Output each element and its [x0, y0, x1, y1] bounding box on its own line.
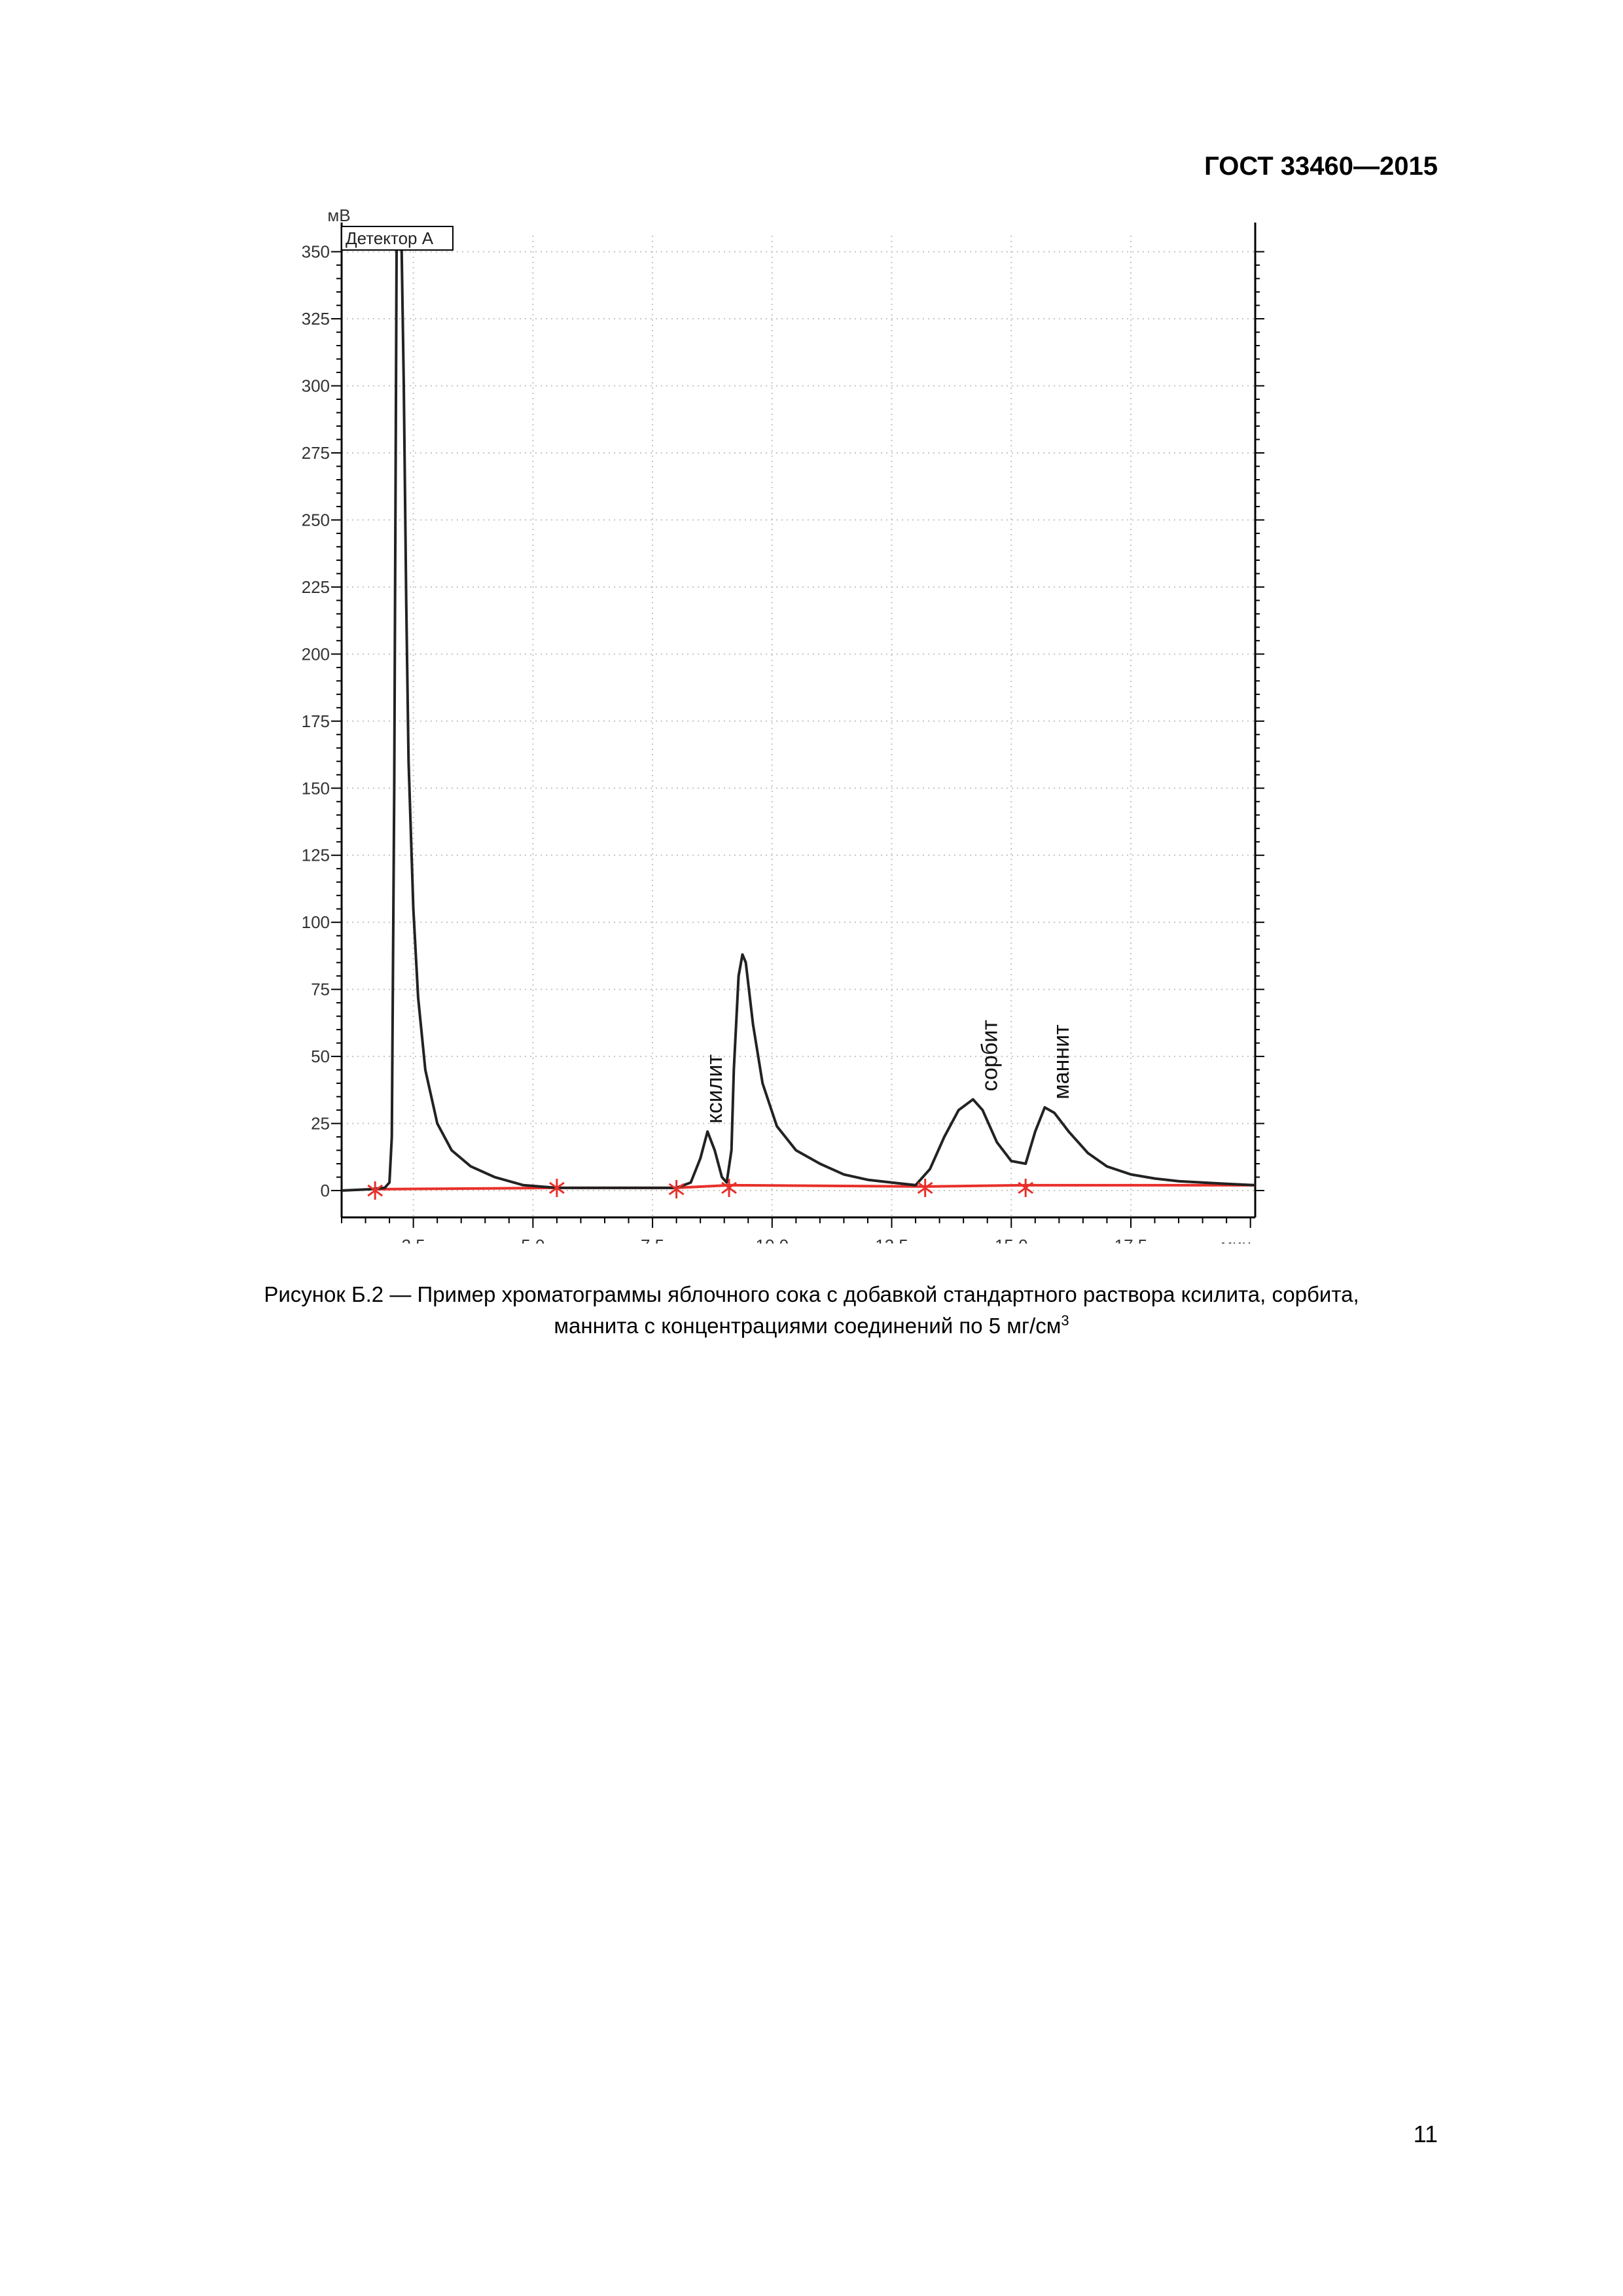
y-tick-label: 175: [302, 711, 330, 731]
caption-superscript: 3: [1061, 1312, 1069, 1329]
y-tick-label: 125: [302, 846, 330, 865]
mark-stroke: [668, 1183, 685, 1196]
y-tick-label: 275: [302, 443, 330, 463]
y-tick-label: 25: [311, 1114, 330, 1134]
minor-ticks: [331, 251, 1264, 1228]
legend: Детектор А: [341, 226, 454, 251]
peak-label: ксилит: [702, 1054, 727, 1124]
mark-stroke: [917, 1181, 933, 1194]
mark-stroke: [721, 1181, 737, 1194]
y-tick-label: 350: [302, 242, 330, 262]
document-header: ГОСТ 33460—2015: [1204, 152, 1438, 181]
y-tick-label: 75: [311, 980, 330, 999]
baseline-segment: [375, 1186, 557, 1191]
integration-mark: [668, 1179, 685, 1198]
x-tick-label: 12,5: [875, 1236, 908, 1244]
page-number: 11: [1413, 2121, 1438, 2147]
chromatogram-chart: 2,5 5,0 7,5 10,0 12,5 15,0 17,5 0 25 50 75 100 125 15…: [302, 206, 1264, 1255]
baseline-segment: [925, 1183, 1026, 1188]
integration-marks: [367, 1178, 1034, 1200]
baseline-segment: [676, 1183, 730, 1189]
x-tick-label: 2,5: [402, 1236, 425, 1244]
x-tick-label: 15,0: [995, 1236, 1028, 1244]
y-tick-label: 150: [302, 778, 330, 798]
baseline-segments: [375, 1183, 1255, 1191]
caption-line-2-text: маннита с концентрациями соединений по 5…: [554, 1314, 1061, 1338]
mark-stroke: [1018, 1181, 1034, 1194]
y-tick-label: 225: [302, 577, 330, 597]
baseline-segment: [729, 1183, 925, 1188]
x-tick-label: 7,5: [641, 1236, 664, 1244]
x-axis-label: мин: [1221, 1236, 1251, 1244]
x-tick-label: 17,5: [1115, 1236, 1148, 1244]
y-tick-label: 50: [311, 1047, 330, 1066]
y-tick-label: 0: [321, 1181, 330, 1200]
peak-label: сорбит: [977, 1020, 1002, 1091]
integration-mark: [917, 1178, 933, 1197]
legend-label: Детектор А: [346, 228, 434, 248]
integration-mark: [1018, 1178, 1034, 1197]
x-tick-label: 5,0: [521, 1236, 544, 1244]
integration-mark: [367, 1181, 383, 1200]
y-tick-label: 325: [302, 309, 330, 329]
figure-caption: Рисунок Б.2 — Пример хроматограммы яблоч…: [105, 1282, 1518, 1339]
integration-mark: [549, 1178, 565, 1197]
chromatogram-figure: 2,5 5,0 7,5 10,0 12,5 15,0 17,5 0 25 50 75 100 125 15…: [302, 206, 1264, 1255]
caption-line-2: маннита с концентрациями соединений по 5…: [105, 1308, 1518, 1339]
caption-line-1: Рисунок Б.2 — Пример хроматограммы яблоч…: [264, 1282, 1359, 1306]
y-tick-label: 250: [302, 510, 330, 529]
grid-lines: [342, 236, 1255, 1217]
integration-mark: [721, 1178, 737, 1197]
peak-label: маннит: [1049, 1024, 1074, 1099]
legend-box: [341, 226, 454, 251]
y-tick-label: 200: [302, 644, 330, 664]
y-axis-label: мВ: [327, 206, 350, 225]
mark-stroke: [549, 1181, 565, 1194]
mark-stroke: [367, 1184, 383, 1197]
y-tick-label: 100: [302, 912, 330, 932]
x-tick-label: 10,0: [755, 1236, 789, 1244]
y-tick-label: 300: [302, 376, 330, 396]
signal-trace: [342, 236, 1255, 1192]
